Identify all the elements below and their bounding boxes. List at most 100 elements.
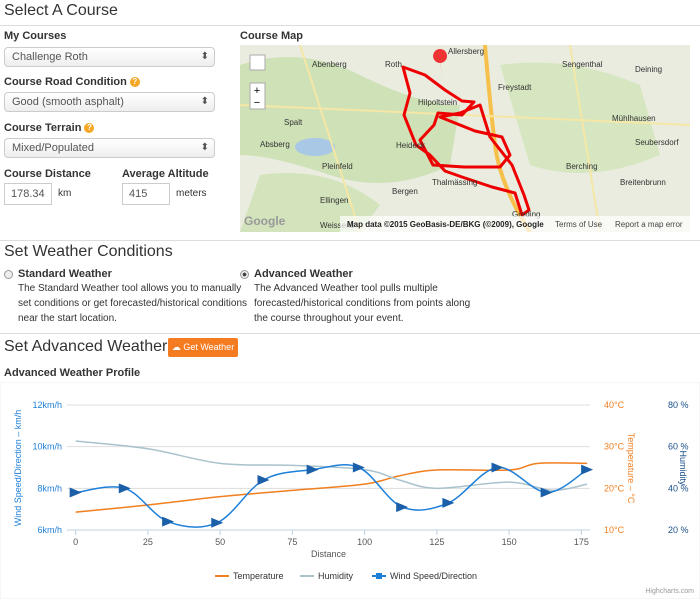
chart-bg <box>0 382 700 599</box>
zoom-in[interactable]: + <box>254 85 260 97</box>
y3-tick-label: 60 % <box>668 442 689 452</box>
lake <box>295 138 335 156</box>
x-tick-label: 100 <box>357 537 372 547</box>
x-tick-label: 50 <box>215 537 225 547</box>
map-attribution: Map data ©2015 GeoBasis-DE/BKG (©2009), … <box>347 220 544 229</box>
zoom-control[interactable] <box>249 82 266 110</box>
place-label: Breitenbrunn <box>620 178 666 187</box>
forest <box>500 62 660 173</box>
button-text: Get Weather <box>183 342 235 352</box>
x-tick-label: 150 <box>502 537 517 547</box>
course-select[interactable]: Challenge Roth <box>4 47 215 67</box>
place-label: Berching <box>566 162 598 171</box>
map[interactable]: + − Roth Allersberg Abenberg Hilpoltstein Fr… <box>240 45 690 232</box>
x-tick-label: 75 <box>287 537 297 547</box>
pegman[interactable] <box>249 54 266 71</box>
place-label: Absberg <box>260 140 290 149</box>
line: forecasted/historical conditions from po… <box>254 298 471 309</box>
get-weather-button[interactable]: ☁ Get Weather <box>168 338 238 357</box>
place-label: Heideck <box>396 141 426 150</box>
place-label: Hilpoltstein <box>418 98 457 107</box>
map-terms[interactable]: Terms of Use <box>555 220 603 229</box>
divider <box>0 25 700 26</box>
y2-tick-label: 30°C <box>604 442 625 452</box>
label: Course Terrain? <box>4 122 95 134</box>
place-label: Bergen <box>392 187 418 196</box>
place-label: Freystadt <box>498 83 532 92</box>
place-label: Mühlhausen <box>612 114 656 123</box>
x-tick-label: 175 <box>574 537 589 547</box>
place-label: Allersberg <box>448 47 484 56</box>
divider <box>0 333 700 334</box>
place-label: Deining <box>635 65 662 74</box>
wind-marker <box>69 487 82 498</box>
map-pin <box>433 49 448 80</box>
place-label: Ellingen <box>320 196 348 205</box>
wind-marker <box>306 464 319 475</box>
legend-label[interactable]: Humidity <box>318 571 354 581</box>
map-logo: Google <box>244 214 286 228</box>
series-line <box>75 440 588 492</box>
place-label: Abenberg <box>312 60 347 69</box>
altitude-input[interactable]: 415 <box>122 183 170 205</box>
label: Course Distance <box>4 168 91 180</box>
help-icon[interactable]: ? <box>129 77 140 87</box>
y-tick-label: 8km/h <box>37 483 62 493</box>
map-report[interactable]: Report a map error <box>615 220 683 229</box>
option-label: Advanced Weather <box>254 268 353 280</box>
place-label: Weissenb <box>320 221 356 230</box>
distance-input[interactable]: 178.34 <box>4 183 52 205</box>
wind-marker <box>352 462 365 473</box>
chart: 6km/h 8km/h 10km/h 12km/h 10°C 20°C 30°C 40°C 20… <box>0 382 700 599</box>
option-description: The Advanced Weather tool pulls multiple… <box>254 281 470 326</box>
wind-marker <box>162 516 175 527</box>
place-label: Sengenthal <box>562 60 603 69</box>
road-select[interactable]: Good (smooth asphalt) <box>4 92 215 112</box>
y2-axis-title: Temperature – °C <box>626 433 636 504</box>
zoom-out[interactable]: − <box>254 97 260 109</box>
terrain-select[interactable]: Mixed/Populated <box>4 138 215 158</box>
credit[interactable]: Highcharts.com <box>645 588 694 595</box>
section-title: Set Advanced Weather <box>4 338 168 355</box>
y-tick-label: 12km/h <box>32 400 62 410</box>
y2-tick-label: 40°C <box>604 400 625 410</box>
y3-tick-label: 40 % <box>668 483 689 493</box>
place-label: Spalt <box>284 118 303 127</box>
place-label: Greding <box>512 210 540 219</box>
line: The Standard Weather tool allows you to … <box>18 283 242 294</box>
series-line <box>75 462 588 513</box>
line: set conditions or get forecasted/histori… <box>18 298 248 309</box>
place-label: Seubersdorf <box>635 138 679 147</box>
wind-marker <box>118 483 131 494</box>
place-label: Roth <box>385 60 402 69</box>
label-text: Course Terrain <box>4 122 82 134</box>
radio-selected[interactable] <box>240 270 249 279</box>
unit: meters <box>176 188 207 199</box>
wind-marker <box>491 462 504 473</box>
page-title: Select A Course <box>4 2 118 19</box>
y3-tick-label: 80 % <box>668 400 689 410</box>
forest <box>240 57 460 183</box>
y3-tick-label: 20 % <box>668 525 689 535</box>
legend-marker <box>376 573 382 579</box>
label: My Courses <box>4 30 67 42</box>
y-tick-label: 6km/h <box>37 525 62 535</box>
y2-tick-label: 20°C <box>604 483 625 493</box>
wind-marker <box>540 487 553 498</box>
section-title: Set Weather Conditions <box>4 243 173 260</box>
wind-marker <box>442 497 455 508</box>
legend-label[interactable]: Wind Speed/Direction <box>390 571 477 581</box>
wind-marker <box>211 517 224 528</box>
route <box>401 65 531 217</box>
help-icon[interactable]: ? <box>84 123 95 133</box>
legend-label[interactable]: Temperature <box>233 571 284 581</box>
y3-axis-title: Humidity <box>678 450 688 486</box>
line: the course throughout your event. <box>254 313 404 324</box>
place-label: Pleinfeld <box>322 162 353 171</box>
divider <box>0 240 700 241</box>
y2-tick-label: 10°C <box>604 525 625 535</box>
y-tick-label: 10km/h <box>32 442 62 452</box>
radio[interactable] <box>4 270 13 279</box>
wind-marker <box>257 475 270 485</box>
